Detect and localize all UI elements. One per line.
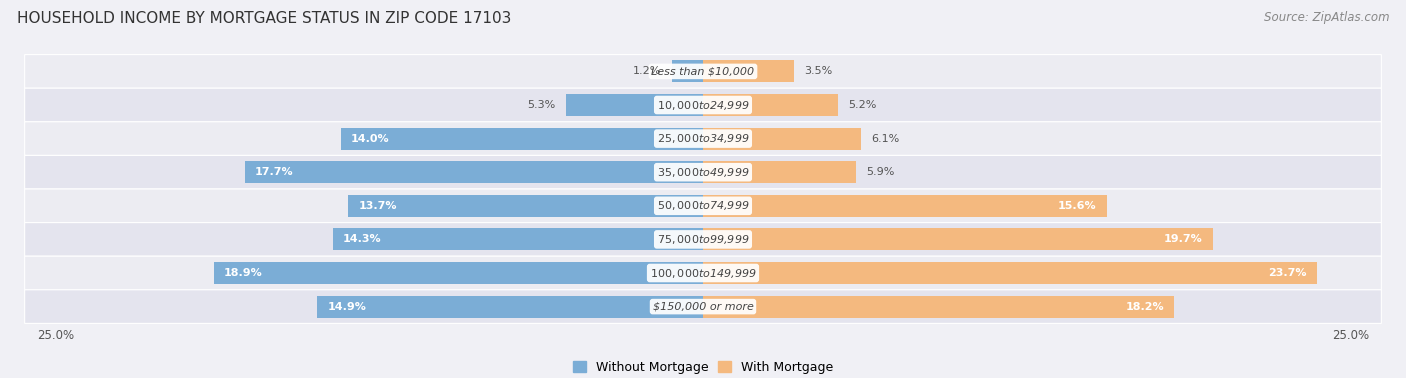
Text: 18.9%: 18.9% xyxy=(224,268,263,278)
Text: Less than $10,000: Less than $10,000 xyxy=(651,67,755,76)
Bar xyxy=(672,60,703,82)
Text: $100,000 to $149,999: $100,000 to $149,999 xyxy=(650,266,756,279)
FancyBboxPatch shape xyxy=(25,223,1381,256)
Bar xyxy=(703,262,1316,284)
Text: 18.2%: 18.2% xyxy=(1125,302,1164,311)
FancyBboxPatch shape xyxy=(25,122,1381,155)
Bar xyxy=(245,161,703,183)
Bar xyxy=(340,128,703,150)
Bar xyxy=(703,161,856,183)
Text: 5.9%: 5.9% xyxy=(866,167,894,177)
Bar xyxy=(349,195,703,217)
Text: 6.1%: 6.1% xyxy=(872,133,900,144)
Bar xyxy=(318,296,703,318)
Text: Source: ZipAtlas.com: Source: ZipAtlas.com xyxy=(1264,11,1389,24)
Text: HOUSEHOLD INCOME BY MORTGAGE STATUS IN ZIP CODE 17103: HOUSEHOLD INCOME BY MORTGAGE STATUS IN Z… xyxy=(17,11,512,26)
Text: $75,000 to $99,999: $75,000 to $99,999 xyxy=(657,233,749,246)
Text: $50,000 to $74,999: $50,000 to $74,999 xyxy=(657,199,749,212)
Bar xyxy=(333,228,703,250)
Bar xyxy=(703,94,838,116)
Text: 14.9%: 14.9% xyxy=(328,302,367,311)
Bar xyxy=(703,296,1174,318)
Text: $150,000 or more: $150,000 or more xyxy=(652,302,754,311)
Bar xyxy=(703,60,793,82)
FancyBboxPatch shape xyxy=(25,88,1381,122)
Text: $10,000 to $24,999: $10,000 to $24,999 xyxy=(657,99,749,112)
Text: 14.3%: 14.3% xyxy=(343,234,382,245)
FancyBboxPatch shape xyxy=(25,290,1381,324)
Text: 5.2%: 5.2% xyxy=(848,100,876,110)
FancyBboxPatch shape xyxy=(25,189,1381,223)
Text: 17.7%: 17.7% xyxy=(254,167,294,177)
Text: 5.3%: 5.3% xyxy=(527,100,555,110)
Text: $35,000 to $49,999: $35,000 to $49,999 xyxy=(657,166,749,179)
Text: 15.6%: 15.6% xyxy=(1057,201,1097,211)
Text: $25,000 to $34,999: $25,000 to $34,999 xyxy=(657,132,749,145)
Bar xyxy=(565,94,703,116)
Text: 14.0%: 14.0% xyxy=(352,133,389,144)
Text: 3.5%: 3.5% xyxy=(804,67,832,76)
Text: 13.7%: 13.7% xyxy=(359,201,396,211)
Bar xyxy=(214,262,703,284)
Text: 23.7%: 23.7% xyxy=(1268,268,1306,278)
Text: 19.7%: 19.7% xyxy=(1164,234,1202,245)
Bar xyxy=(703,228,1213,250)
FancyBboxPatch shape xyxy=(25,256,1381,290)
Text: 1.2%: 1.2% xyxy=(633,67,662,76)
FancyBboxPatch shape xyxy=(25,155,1381,189)
Bar xyxy=(703,128,860,150)
FancyBboxPatch shape xyxy=(25,54,1381,88)
Bar xyxy=(703,195,1107,217)
Legend: Without Mortgage, With Mortgage: Without Mortgage, With Mortgage xyxy=(568,356,838,378)
